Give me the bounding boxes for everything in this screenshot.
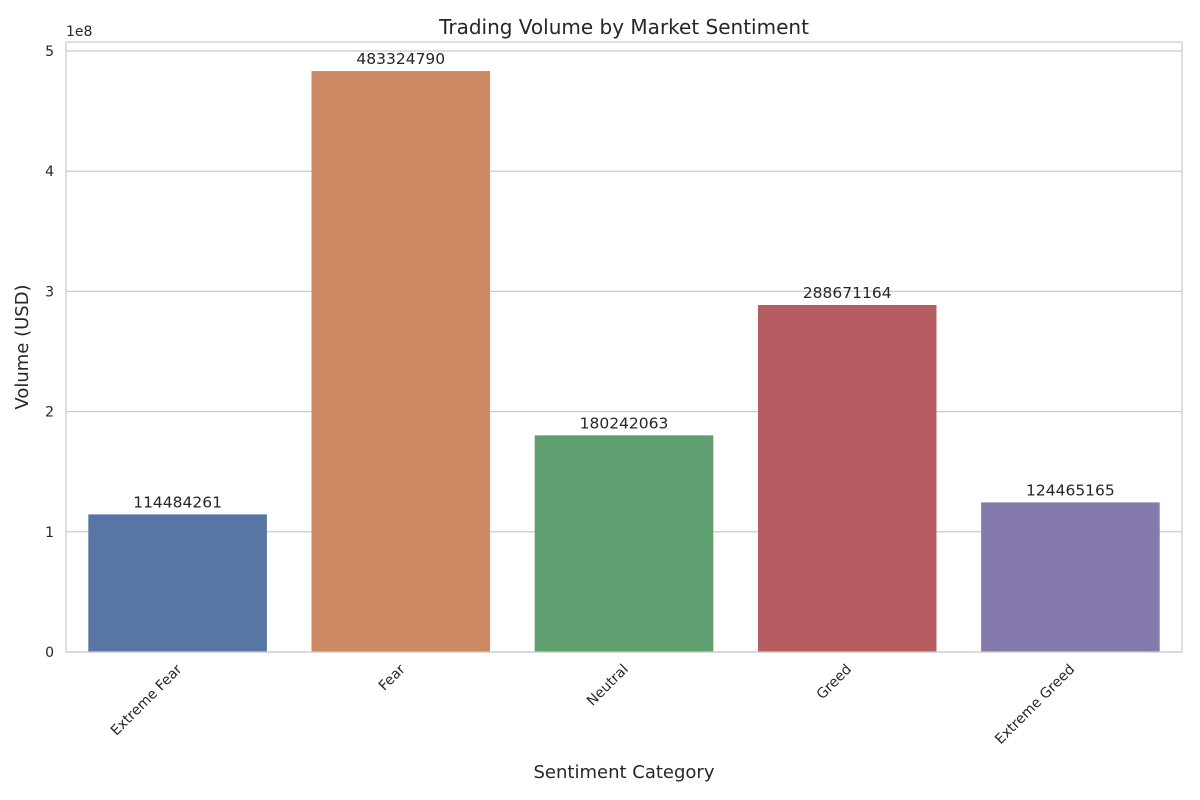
y-tick-label: 3 xyxy=(45,284,54,300)
y-tick-label: 0 xyxy=(45,645,54,661)
y-tick-label: 2 xyxy=(45,405,54,421)
y-tick-label: 5 xyxy=(45,44,54,60)
bar-greed xyxy=(757,305,937,652)
x-axis-label: Sentiment Category xyxy=(534,762,715,783)
bar-neutral xyxy=(534,435,714,652)
bar-value-label: 288671164 xyxy=(803,284,892,302)
bar-fear xyxy=(311,71,491,653)
bar-value-label: 124465165 xyxy=(1026,481,1115,499)
y-ticks-layer: 0 1 2 3 4 5 xyxy=(45,44,54,661)
bar-extreme-greed xyxy=(981,502,1160,652)
plot-frame xyxy=(65,41,1183,653)
y-tick-label: 1 xyxy=(45,525,54,541)
y-tick-label: 4 xyxy=(45,164,54,180)
bar-value-label: 114484261 xyxy=(133,493,222,511)
data-labels-layer: 114484261 483324790 180242063 288671164 1244… xyxy=(133,50,1115,511)
bar-value-label: 180242063 xyxy=(580,414,669,432)
y-axis-label: Volume (USD) xyxy=(12,284,33,409)
bar-value-label: 483324790 xyxy=(356,50,445,68)
bar-extreme-fear xyxy=(88,514,267,652)
chart-title: Trading Volume by Market Sentiment xyxy=(438,15,809,39)
y-axis-offset-label: 1e8 xyxy=(66,24,92,40)
bars-layer xyxy=(88,71,1160,653)
